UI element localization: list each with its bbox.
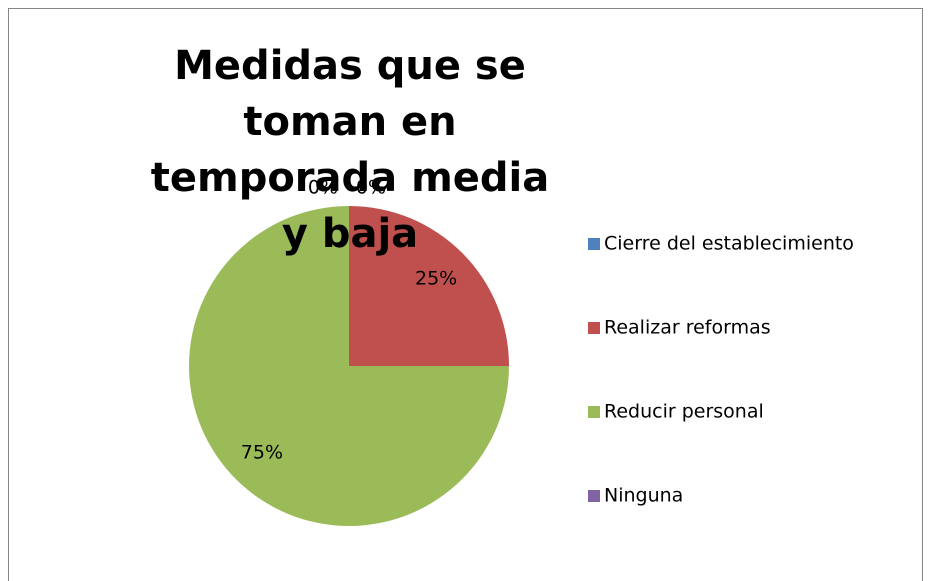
data-label: 0%: [356, 177, 386, 199]
legend-swatch: [588, 406, 600, 418]
legend-label: Cierre del establecimiento: [604, 233, 854, 255]
legend-label: Realizar reformas: [604, 317, 771, 339]
pie-slice: [189, 206, 509, 526]
legend-swatch: [588, 322, 600, 334]
data-label: 75%: [241, 442, 283, 464]
chart-title: Medidas que se toman en temporada media …: [150, 43, 550, 257]
legend-swatch: [588, 490, 600, 502]
pie-slice: [349, 206, 509, 366]
legend-swatch: [588, 238, 600, 250]
legend-label: Reducir personal: [604, 401, 764, 423]
data-label: 25%: [415, 267, 457, 289]
legend-label: Ninguna: [604, 485, 683, 507]
data-label: 0%: [308, 177, 338, 199]
